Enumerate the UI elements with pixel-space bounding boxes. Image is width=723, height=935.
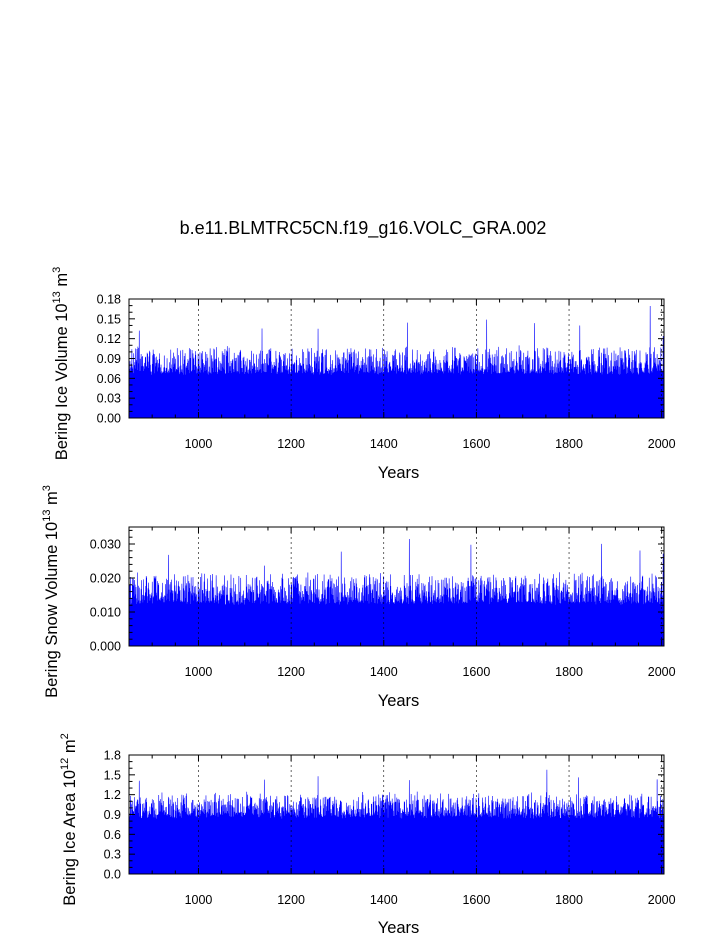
y-axis-label: Bering Ice Volume 1013 m3 [51,267,71,461]
y-axis-label-unit: m [43,491,61,509]
x-tick-label: 1600 [462,437,490,451]
y-tick-label: 0.9 [104,808,121,822]
x-tick-label: 1800 [555,893,583,907]
panel-1: 1000 1200 1400 1600 1800 2000 0.00 0.03 0.06 0.09… [51,267,676,482]
series-line [129,539,664,646]
y-tick-label: 0.010 [90,606,121,620]
y-tick-label: 0.6 [104,828,121,842]
y-tick-label: 0.000 [90,640,121,654]
y-tick-label: 0.3 [104,848,121,862]
y-axis-label-unit: m [53,273,71,291]
y-axis-label-exp: 13 [51,291,63,303]
x-tick-label: 1400 [370,437,398,451]
y-tick-label: 0.03 [97,392,121,406]
x-axis-label: Years [378,464,420,482]
y-axis-label-unit_exp: 2 [59,733,71,739]
y-axis-label: Bering Ice Area 1012 m2 [59,733,79,905]
series-line [129,305,664,418]
y-tick-label: 0.18 [97,293,121,307]
series-line [129,769,664,874]
y-tick-label: 0.00 [97,412,121,426]
y-tick-label: 0.030 [90,538,121,552]
y-axis-label-exp: 13 [41,510,53,522]
y-axis-label: Bering Snow Volume 1013 m3 [41,485,61,698]
y-axis-label-exp: 12 [59,758,71,770]
x-tick-label: 1600 [462,665,490,679]
x-axis-label: Years [378,692,420,710]
y-tick-label: 1.2 [104,788,121,802]
y-tick-label: 1.5 [104,768,121,782]
x-tick-label: 1000 [185,437,213,451]
x-tick-label: 1000 [185,665,213,679]
y-axis-label-unit_exp: 3 [41,485,53,491]
panel-3: 1000 1200 1400 1600 1800 2000 0.0 0.3 0.6 0.9 1.2 1… [59,733,676,935]
y-axis-label-unit_exp: 3 [51,267,63,273]
x-tick-label: 1400 [370,893,398,907]
x-tick-label: 1200 [277,437,305,451]
y-tick-label: 0.06 [97,372,121,386]
x-tick-label: 1800 [555,665,583,679]
x-axis-label: Years [378,919,420,935]
y-tick-label: 1.8 [104,749,121,763]
y-axis-label-text: Bering Ice Volume 10 [53,303,71,460]
x-tick-label: 1200 [277,893,305,907]
x-tick-label: 2000 [648,665,676,679]
y-tick-label: 0.12 [97,332,121,346]
x-tick-label: 1600 [462,893,490,907]
x-tick-label: 1400 [370,665,398,679]
x-tick-label: 1000 [185,893,213,907]
x-tick-label: 1800 [555,437,583,451]
y-tick-label: 0.020 [90,572,121,586]
x-tick-label: 1200 [277,665,305,679]
y-axis-label-text: Bering Ice Area 10 [61,770,79,906]
y-axis-label-unit: m [61,739,79,757]
y-tick-label: 0.09 [97,352,121,366]
y-tick-label: 0.15 [97,312,121,326]
x-tick-label: 2000 [648,437,676,451]
y-axis-label-text: Bering Snow Volume 10 [43,522,61,698]
chart-title: b.e11.BLMTRC5CN.f19_g16.VOLC_GRA.002 [180,218,547,239]
plot-frame [128,526,665,647]
x-tick-label: 2000 [648,893,676,907]
y-tick-label: 0.0 [104,868,121,882]
panel-2: 1000 1200 1400 1600 1800 2000 0.000 0.010 0.020 0… [41,485,676,710]
